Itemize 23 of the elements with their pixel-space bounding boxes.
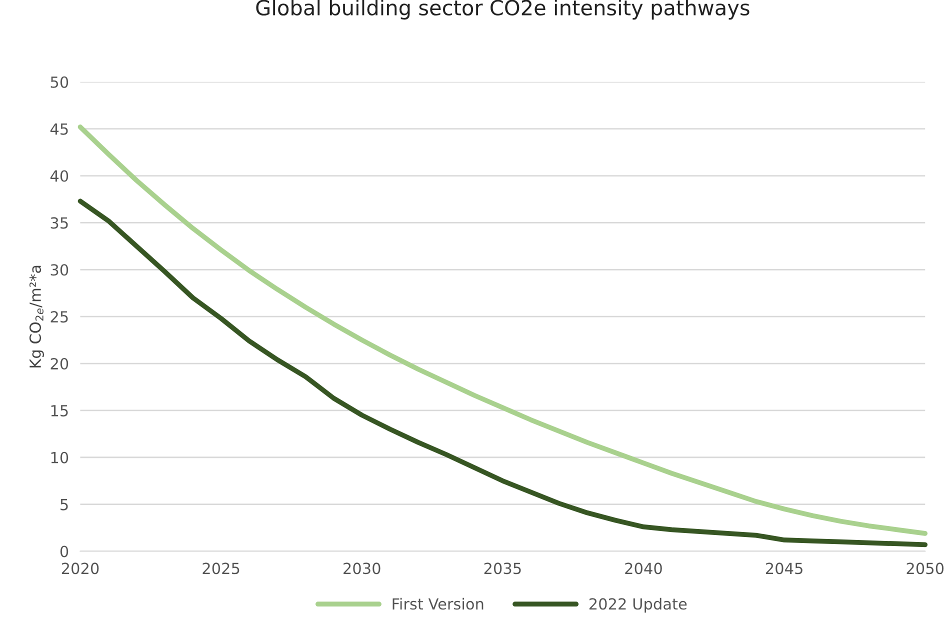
x-tick-label: 2035	[484, 562, 521, 574]
y-tick-label: 45	[50, 124, 68, 135]
x-tick-label: 2050	[906, 562, 944, 574]
legend-label: First Version	[392, 598, 484, 610]
line-series	[78, 198, 928, 548]
y-tick-label: 40	[50, 170, 68, 182]
y-tick-label: 50	[50, 76, 68, 88]
y-tick-label: 30	[50, 264, 68, 276]
x-tick-label: 2045	[766, 562, 802, 574]
y-tick-label: 0	[60, 546, 68, 558]
y-tick-label: 5	[60, 498, 68, 510]
y-tick-label: 20	[50, 358, 68, 370]
y-tick-label: 25	[50, 311, 68, 323]
y-tick-label: 15	[51, 405, 68, 416]
y-tick-label: 10	[51, 452, 68, 464]
legend-label: 2022 Update	[589, 598, 687, 613]
y-tick-label: 35	[50, 217, 68, 229]
y-axis-title: Kg CO$_{2e}$/m²*a	[29, 266, 44, 368]
x-tick-label: 2020	[62, 562, 99, 574]
x-tick-label: 2025	[202, 562, 240, 574]
x-tick-label: 2030	[344, 562, 380, 574]
line-series	[78, 124, 928, 536]
x-tick-label: 2040	[625, 562, 662, 574]
